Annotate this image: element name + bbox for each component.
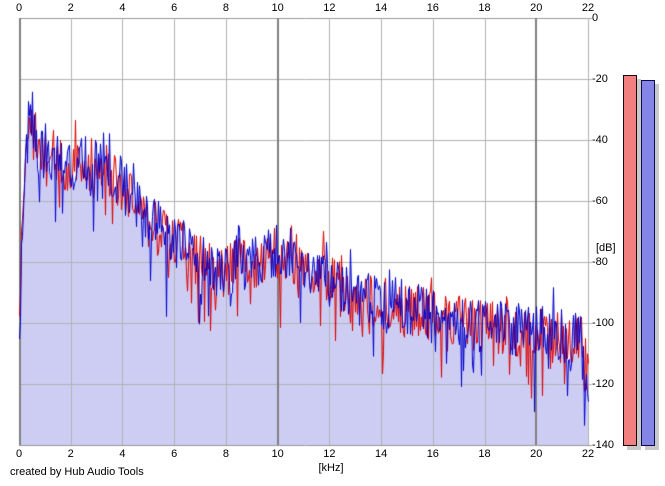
- y-axis-tick-label: -140: [592, 439, 615, 451]
- x-axis-tick-label: 18: [478, 448, 491, 460]
- x-axis-tick-label: 0: [15, 2, 23, 14]
- x-axis-tick-label: 20: [530, 448, 543, 460]
- x-axis-tick-label: 22: [581, 448, 595, 460]
- x-axis-tick-label: 16: [426, 448, 439, 460]
- x-axis-tick-label: 22: [581, 2, 595, 14]
- y-axis-tick-label: 0: [592, 12, 599, 24]
- x-axis-tick-label: 4: [119, 448, 126, 460]
- x-axis-tick-label: 16: [426, 2, 439, 14]
- y-axis-tick-label: -40: [592, 134, 608, 146]
- x-axis-tick-label: 12: [323, 2, 336, 14]
- y-axis-tick-label: -80: [592, 256, 608, 268]
- y-axis-tick-label: -60: [592, 195, 608, 207]
- x-axis-unit-label: [kHz]: [318, 462, 344, 474]
- x-axis-tick-label: 6: [171, 2, 178, 14]
- y-axis-tick-label: -100: [592, 317, 615, 329]
- x-axis-tick-label: 14: [374, 448, 388, 460]
- x-axis-tick-label: 20: [530, 2, 543, 14]
- x-axis-tick-label: 12: [323, 448, 336, 460]
- y-axis-unit-label: [dB]: [596, 242, 616, 254]
- x-axis-tick-label: 2: [67, 2, 74, 14]
- x-axis-tick-label: 14: [374, 2, 388, 14]
- x-axis-tick-label: 10: [271, 448, 284, 460]
- y-axis-tick-label: -120: [592, 378, 615, 390]
- right-level-meter-bar: [641, 80, 655, 446]
- x-axis-tick-label: 2: [67, 448, 74, 460]
- x-axis-tick-label: 8: [222, 448, 229, 460]
- x-axis-tick-label: 6: [171, 448, 178, 460]
- x-axis-tick-label: 0: [15, 448, 23, 460]
- x-axis-tick-label: 18: [478, 2, 491, 14]
- credit-text: created by Hub Audio Tools: [10, 466, 144, 478]
- x-axis-tick-label: 4: [119, 2, 126, 14]
- x-axis-tick-label: 8: [222, 2, 229, 14]
- x-axis-tick-label: 10: [271, 2, 284, 14]
- left-level-meter-bar: [623, 75, 637, 446]
- y-axis-tick-label: -20: [592, 73, 608, 85]
